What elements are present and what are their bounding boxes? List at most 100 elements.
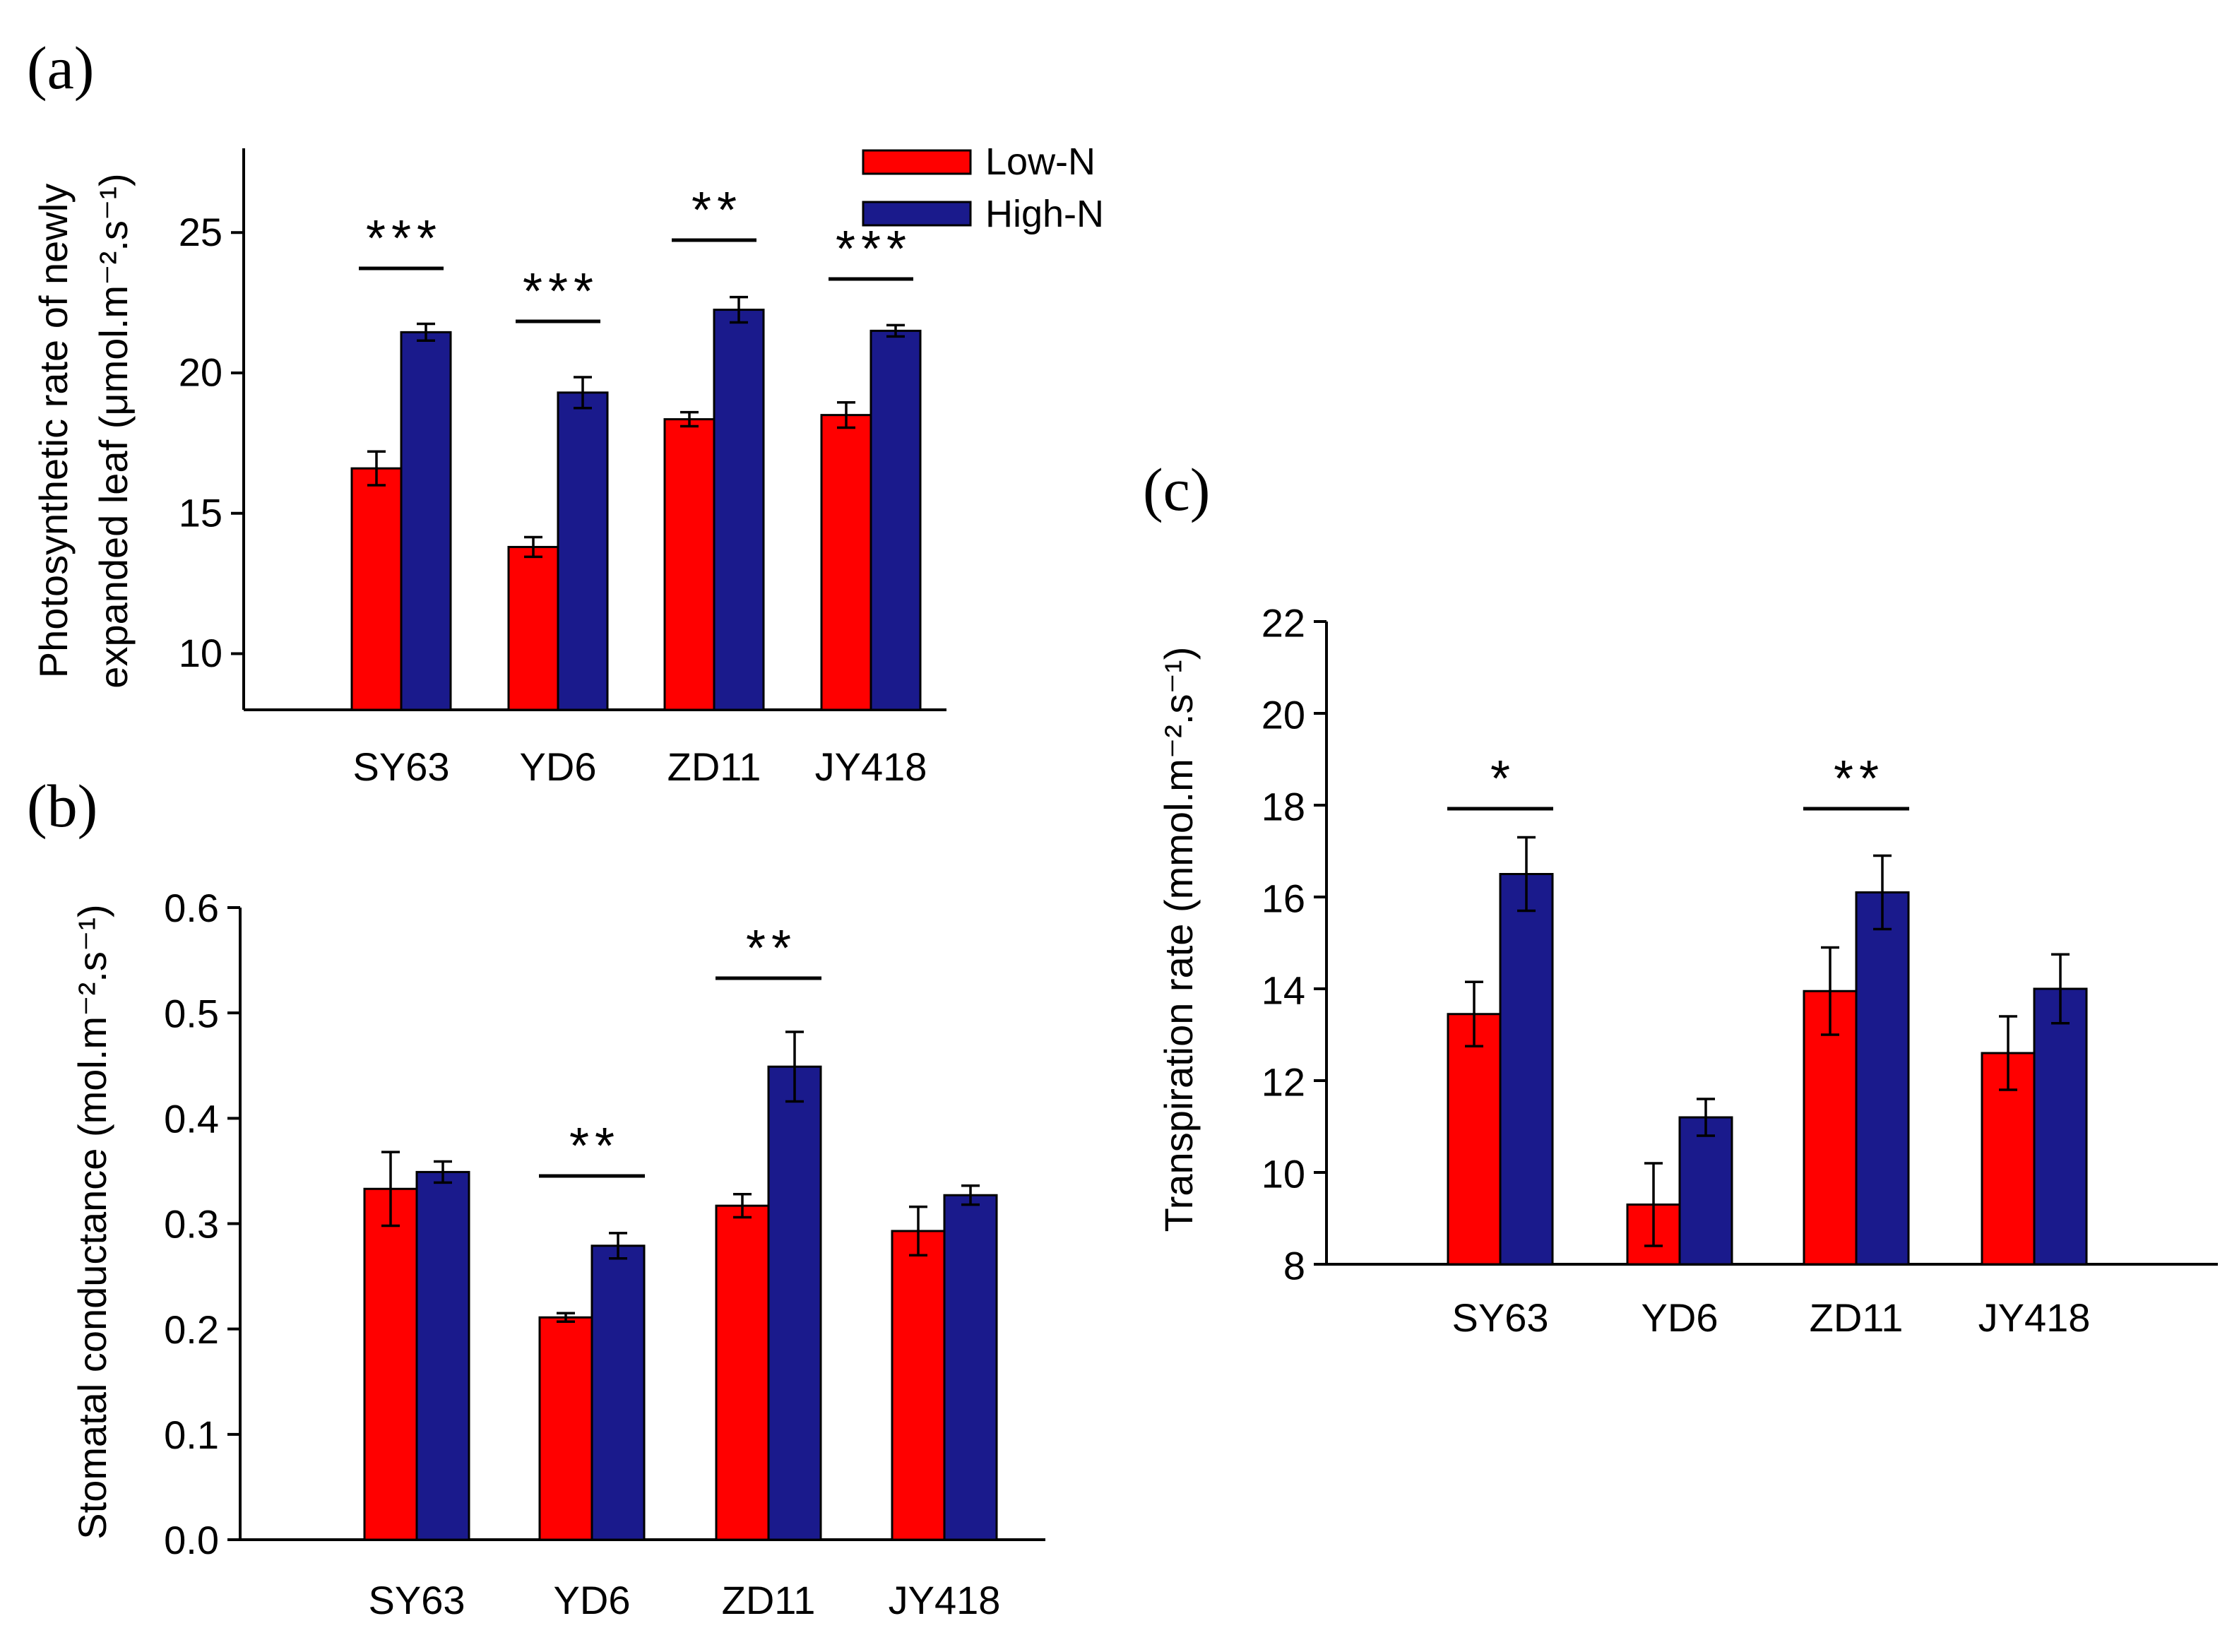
chart-b-error-bar xyxy=(733,1192,752,1219)
chart-c-xtick-label: ZD11 xyxy=(1810,1295,1904,1340)
chart-c-ytick-label: 14 xyxy=(1262,968,1305,1013)
chart-a-xtick-label: JY418 xyxy=(815,744,927,789)
chart-c-xtick-label: YD6 xyxy=(1642,1295,1718,1340)
chart-b-ytick-label: 0.4 xyxy=(164,1096,219,1141)
chart-b-ytick-label: 0.2 xyxy=(164,1307,219,1352)
chart-c-bar-high-sy63 xyxy=(1499,873,1554,1266)
chart-b-ytick-label: 0.6 xyxy=(164,886,219,930)
chart-b: 0.0 0.1 0.2 0.3 0.4 0.5 0.6 SY63 YD6 ** ZD11 ** JY41… xyxy=(70,886,1045,1622)
chart-a-bar-low-zd11 xyxy=(663,418,716,711)
chart-c-error-bar xyxy=(1821,946,1839,1036)
panel-a-label: (a) xyxy=(27,34,94,102)
chart-b-ytick-label: 0.3 xyxy=(164,1202,219,1247)
chart-a-ylabel-line1: Photosynthetic rate of newly xyxy=(31,184,76,678)
chart-b-bar-low-jy418 xyxy=(891,1230,946,1541)
chart-c-xtick-label: SY63 xyxy=(1452,1295,1549,1340)
chart-a-ytick-label: 15 xyxy=(179,490,222,535)
chart-b-error-bar xyxy=(434,1160,452,1184)
chart-c: 8 10 12 14 16 18 20 22 SY63 * YD6 ZD11 ** JY418 Trans… xyxy=(1156,601,2218,1340)
chart-a-error-bar xyxy=(730,295,748,324)
panel-c-label: (c) xyxy=(1143,456,1210,523)
chart-b-error-bar xyxy=(609,1232,627,1260)
chart-a-xtick-label: YD6 xyxy=(520,744,597,789)
chart-c-ytick-label: 16 xyxy=(1262,876,1305,921)
legend-swatch-low xyxy=(862,149,972,175)
chart-b-ytick-label: 0.5 xyxy=(164,991,219,1035)
chart-b-ytick-label: 0.0 xyxy=(164,1518,219,1562)
chart-c-error-bar xyxy=(1697,1098,1715,1137)
chart-c-ylabel: Transpiration rate (mmol.m⁻².s⁻¹) xyxy=(1156,647,1201,1232)
chart-c-ytick-label: 22 xyxy=(1262,601,1305,646)
chart-a-bar-high-jy418 xyxy=(869,329,922,711)
chart-c-error-bar xyxy=(1644,1162,1663,1247)
chart-a-sig-label: *** xyxy=(366,210,442,267)
chart-b-error-bar xyxy=(909,1205,927,1256)
chart-b-xtick-label: YD6 xyxy=(554,1578,631,1622)
chart-c-xtick-label: JY418 xyxy=(1978,1295,2091,1340)
chart-b-error-bar xyxy=(557,1312,575,1323)
chart-a-ylabel-line2: expanded leaf (μmol.m⁻².s⁻¹) xyxy=(91,173,136,688)
chart-a-bar-high-yd6 xyxy=(557,391,609,711)
chart-c-ytick-label: 8 xyxy=(1283,1244,1305,1288)
chart-c-error-bar xyxy=(1517,836,1536,913)
chart-a-ytick-label: 25 xyxy=(179,210,222,254)
chart-b-sig-label: ** xyxy=(746,920,797,977)
chart-b-bar-high-yd6 xyxy=(590,1244,646,1541)
chart-c-sig-label: ** xyxy=(1834,751,1884,807)
chart-a-sig-label: *** xyxy=(836,221,912,278)
chart-b-bar-high-sy63 xyxy=(415,1170,470,1541)
chart-a-error-bar xyxy=(886,323,905,338)
chart-a-xtick-label: ZD11 xyxy=(667,744,761,789)
chart-c-bar-low-zd11 xyxy=(1803,990,1858,1266)
chart-b-error-bar xyxy=(381,1151,400,1228)
panel-b-label: (b) xyxy=(27,772,97,840)
chart-a-bar-low-jy418 xyxy=(820,414,872,711)
chart-b-sig-label: ** xyxy=(569,1118,620,1175)
chart-c-error-bar xyxy=(1999,1015,2017,1091)
chart-c-bar-high-jy418 xyxy=(2033,987,2088,1266)
chart-a-bar-low-yd6 xyxy=(507,545,559,711)
legend-swatch-high xyxy=(862,201,972,227)
chart-b-bar-high-zd11 xyxy=(767,1065,822,1541)
chart-b-error-bar xyxy=(785,1030,804,1103)
chart-a-sig-label: ** xyxy=(691,182,742,239)
chart-c-sig-label: * xyxy=(1490,751,1516,807)
chart-c-error-bar xyxy=(2051,953,2070,1025)
chart-b-ylabel: Stomatal conductance (mol.m⁻².s⁻¹) xyxy=(70,904,114,1539)
chart-a-error-bar xyxy=(837,400,855,429)
chart-a-error-bar xyxy=(524,535,542,559)
chart-a-ytick-label: 20 xyxy=(179,350,222,395)
chart-a-bar-high-zd11 xyxy=(713,309,765,711)
chart-c-bar-high-zd11 xyxy=(1855,891,1910,1266)
chart-c-ytick-label: 12 xyxy=(1262,1060,1305,1105)
chart-b-xtick-label: ZD11 xyxy=(722,1578,816,1622)
chart-b-bar-low-sy63 xyxy=(363,1187,418,1541)
chart-c-bar-low-sy63 xyxy=(1447,1013,1502,1266)
chart-b-error-bar xyxy=(961,1184,980,1206)
legend-label-high: High-N xyxy=(985,193,1104,235)
legend-label-low: Low-N xyxy=(985,141,1096,183)
chart-a-error-bar xyxy=(367,450,386,487)
chart-b-xtick-label: JY418 xyxy=(889,1578,1001,1622)
chart-a-ytick-label: 10 xyxy=(179,631,222,675)
chart-a-sig-label: *** xyxy=(523,263,599,320)
chart-c-error-bar xyxy=(1873,854,1892,931)
legend: Low-N High-N xyxy=(862,141,1104,235)
chart-b-bar-low-zd11 xyxy=(715,1204,770,1541)
chart-c-ytick-label: 10 xyxy=(1262,1152,1305,1196)
chart-a-xtick-label: SY63 xyxy=(353,744,450,789)
chart-c-bar-high-yd6 xyxy=(1678,1116,1733,1266)
chart-b-ytick-label: 0.1 xyxy=(164,1413,219,1457)
chart-a-bar-low-sy63 xyxy=(350,467,403,711)
chart-a-error-bar xyxy=(417,322,435,343)
chart-a: 10 15 20 25 SY63 *** YD6 *** ZD11 ** JY418 *** Phot… xyxy=(31,141,1104,789)
chart-c-ytick-label: 18 xyxy=(1262,785,1305,829)
chart-a-error-bar xyxy=(574,376,592,410)
chart-b-xtick-label: SY63 xyxy=(369,1578,465,1622)
chart-b-bar-high-jy418 xyxy=(943,1194,998,1541)
chart-a-bar-high-sy63 xyxy=(400,331,452,711)
chart-c-error-bar xyxy=(1465,980,1483,1047)
chart-c-ytick-label: 20 xyxy=(1262,693,1305,737)
chart-b-bar-low-yd6 xyxy=(538,1316,593,1541)
